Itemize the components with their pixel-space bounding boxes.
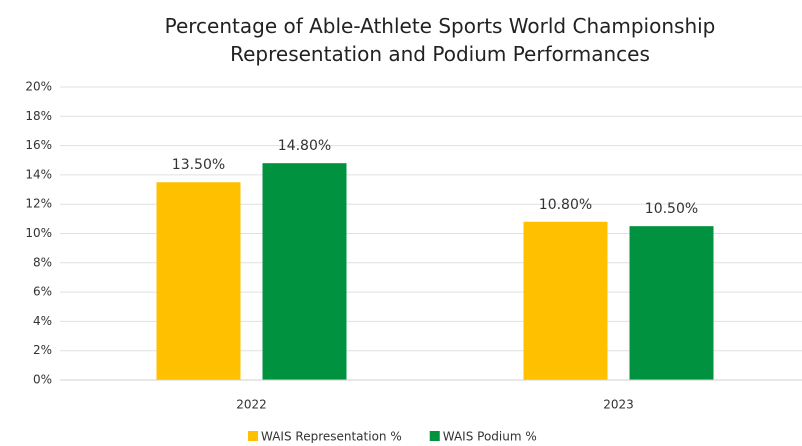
y-tick-label: 0%: [33, 373, 52, 387]
legend-label: WAIS Representation %: [261, 430, 402, 444]
value-label: 10.80%: [539, 197, 592, 213]
y-tick-label: 18%: [25, 109, 52, 123]
value-label: 10.50%: [645, 201, 698, 217]
bar: [262, 163, 347, 380]
y-tick-label: 10%: [25, 226, 52, 240]
value-label: 13.50%: [172, 157, 225, 173]
legend-label: WAIS Podium %: [443, 430, 537, 444]
y-tick-label: 12%: [25, 197, 52, 211]
bar: [629, 226, 714, 380]
x-tick-label: 2023: [603, 398, 634, 412]
bar: [523, 221, 608, 380]
y-tick-label: 6%: [33, 285, 52, 299]
x-tick-label: 2022: [236, 398, 267, 412]
y-tick-label: 20%: [25, 80, 52, 94]
legend-swatch: [248, 431, 258, 441]
bar: [156, 182, 241, 380]
y-tick-label: 16%: [25, 138, 52, 152]
y-tick-label: 4%: [33, 314, 52, 328]
y-tick-label: 14%: [25, 167, 52, 181]
legend-swatch: [429, 431, 440, 441]
y-tick-label: 8%: [33, 255, 52, 269]
chart-title: Percentage of Able-Athlete Sports World …: [164, 14, 716, 66]
y-tick-label: 2%: [33, 343, 52, 357]
value-label: 14.80%: [278, 138, 331, 154]
